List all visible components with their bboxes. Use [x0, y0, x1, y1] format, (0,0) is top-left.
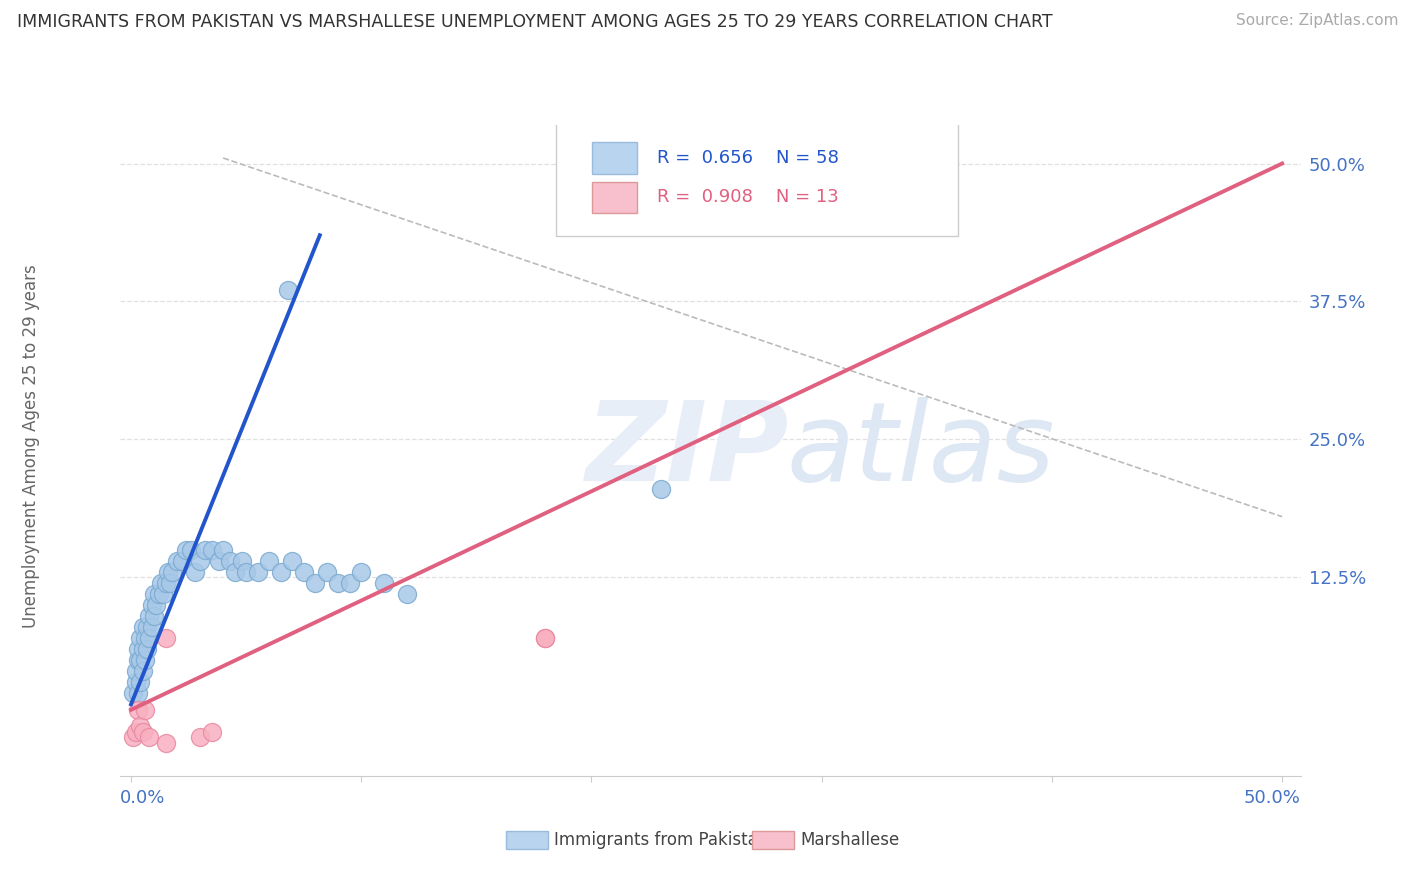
Point — [148, 587, 170, 601]
Point — [129, 719, 152, 733]
Point — [200, 725, 222, 739]
Text: 0.0%: 0.0% — [120, 789, 165, 807]
Text: Marshallese: Marshallese — [800, 831, 900, 849]
Point — [124, 675, 146, 690]
Point — [136, 642, 159, 657]
Point — [155, 631, 177, 645]
Point — [180, 542, 202, 557]
Point — [127, 686, 149, 700]
Point — [159, 575, 181, 590]
Point — [270, 565, 292, 579]
Point — [134, 703, 156, 717]
Point — [145, 598, 167, 612]
Point — [315, 565, 337, 579]
Point — [124, 725, 146, 739]
Bar — [592, 182, 637, 213]
Point — [281, 554, 304, 568]
Point — [292, 565, 315, 579]
Point — [339, 575, 361, 590]
Point — [138, 731, 160, 745]
Point — [131, 620, 153, 634]
Point — [127, 703, 149, 717]
Text: Immigrants from Pakistan: Immigrants from Pakistan — [554, 831, 768, 849]
Point — [200, 542, 222, 557]
Point — [184, 565, 207, 579]
Point — [188, 731, 211, 745]
Point — [141, 598, 163, 612]
FancyBboxPatch shape — [557, 121, 957, 235]
Point — [129, 631, 152, 645]
Point — [170, 554, 193, 568]
Point — [396, 587, 419, 601]
Point — [155, 736, 177, 750]
Point — [373, 575, 395, 590]
Text: Unemployment Among Ages 25 to 29 years: Unemployment Among Ages 25 to 29 years — [22, 264, 39, 628]
Point — [246, 565, 269, 579]
Point — [534, 631, 557, 645]
Point — [136, 620, 159, 634]
Point — [235, 565, 257, 579]
Point — [194, 542, 217, 557]
Point — [152, 587, 174, 601]
Text: Source: ZipAtlas.com: Source: ZipAtlas.com — [1236, 13, 1399, 29]
Point — [304, 575, 326, 590]
Point — [143, 587, 166, 601]
Point — [166, 554, 188, 568]
Point — [188, 554, 211, 568]
Point — [156, 565, 179, 579]
Point — [155, 575, 177, 590]
Point — [149, 575, 172, 590]
Point — [138, 631, 160, 645]
Point — [131, 725, 153, 739]
Point — [174, 542, 197, 557]
Point — [124, 664, 146, 678]
Point — [328, 575, 350, 590]
Point — [350, 565, 373, 579]
Point — [134, 631, 156, 645]
Point — [207, 554, 229, 568]
Point — [141, 620, 163, 634]
Point — [219, 554, 242, 568]
Point — [134, 653, 156, 667]
Text: atlas: atlas — [787, 397, 1056, 504]
Point — [231, 554, 253, 568]
Point — [129, 675, 152, 690]
Point — [162, 565, 184, 579]
Point — [224, 565, 246, 579]
Text: R =  0.656    N = 58: R = 0.656 N = 58 — [657, 149, 839, 167]
Point — [129, 653, 152, 667]
Bar — [592, 143, 637, 174]
Point — [143, 609, 166, 624]
Point — [127, 653, 149, 667]
Point — [131, 664, 153, 678]
Point — [131, 642, 153, 657]
Point — [122, 731, 145, 745]
Point — [212, 542, 235, 557]
Point — [257, 554, 280, 568]
Text: R =  0.908    N = 13: R = 0.908 N = 13 — [657, 188, 838, 206]
Text: 50.0%: 50.0% — [1244, 789, 1301, 807]
Point — [122, 686, 145, 700]
Point — [534, 631, 557, 645]
Text: IMMIGRANTS FROM PAKISTAN VS MARSHALLESE UNEMPLOYMENT AMONG AGES 25 TO 29 YEARS C: IMMIGRANTS FROM PAKISTAN VS MARSHALLESE … — [17, 13, 1053, 31]
Point — [138, 609, 160, 624]
Point — [277, 284, 299, 298]
Text: ZIP: ZIP — [586, 397, 790, 504]
Point — [650, 482, 672, 496]
Point — [127, 642, 149, 657]
